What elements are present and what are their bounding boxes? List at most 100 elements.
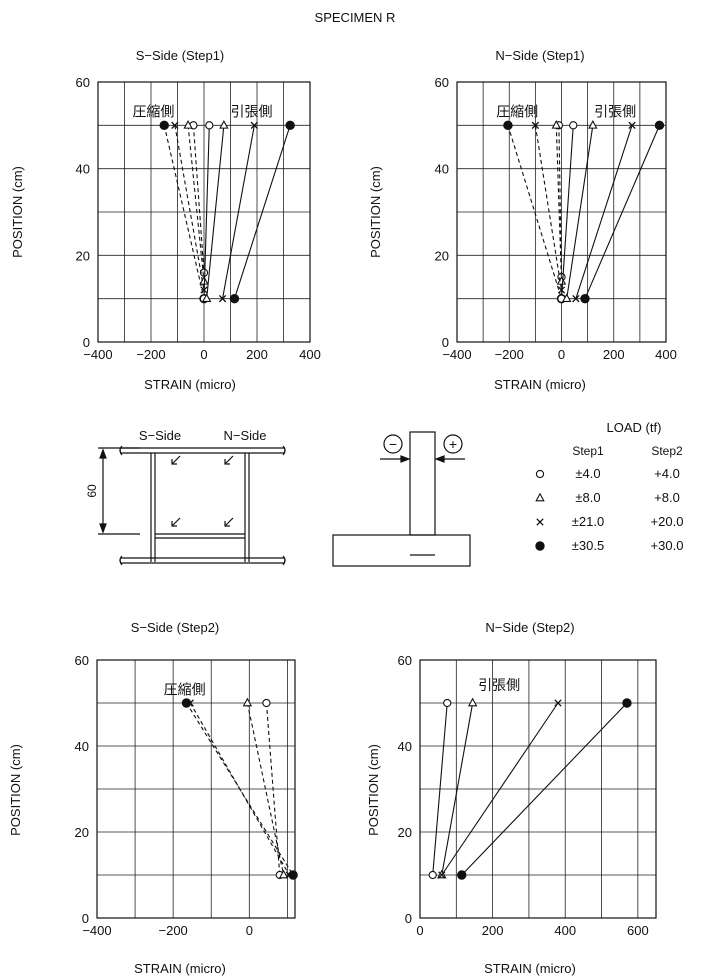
load-step1-value: ±8.0	[575, 490, 600, 505]
dimension-label: 60	[85, 484, 99, 498]
minus-symbol: −	[389, 436, 397, 452]
data-point	[171, 121, 179, 129]
x-tick-label: 400	[655, 347, 677, 362]
series-line	[233, 125, 291, 299]
y-tick-label: 40	[75, 739, 89, 754]
plus-symbol: +	[449, 436, 457, 452]
chart-title: N−Side (Step1)	[495, 48, 584, 63]
chart-n-side-step1: N−Side (Step1) STRAIN (micro) POSITION (…	[368, 48, 677, 392]
annotation-label: 圧縮側	[132, 104, 174, 120]
dimension-arrowhead	[99, 448, 107, 459]
y-tick-label: 60	[398, 653, 412, 668]
chart-n-side-step2: N−Side (Step2) STRAIN (micro) POSITION (…	[366, 620, 657, 976]
x-tick-label: 600	[627, 923, 649, 938]
series-line	[186, 702, 294, 876]
y-tick-label: 0	[83, 335, 90, 350]
y-tick-label: 20	[398, 825, 412, 840]
y-axis-label: POSITION (cm)	[10, 166, 25, 258]
load-step2-value: +20.0	[651, 514, 684, 529]
load-legend-marker	[536, 518, 544, 526]
annotation-label: 引張側	[594, 104, 636, 120]
annotation-label: 引張側	[478, 677, 520, 693]
x-tick-label: 200	[246, 347, 268, 362]
series-line	[441, 702, 474, 876]
n-side-label: N−Side	[224, 428, 267, 443]
series-line	[206, 125, 225, 299]
load-legend-marker	[535, 469, 545, 479]
data-point	[457, 870, 467, 880]
break-mark	[282, 445, 286, 456]
wall-section-schematic: − +	[332, 431, 471, 567]
strain-gauge-arrow	[171, 455, 181, 465]
break-mark	[119, 445, 123, 456]
series-line	[555, 125, 563, 282]
s-side-label: S−Side	[139, 428, 181, 443]
y-axis-label: POSITION (cm)	[366, 744, 381, 836]
x-tick-label: 0	[200, 347, 207, 362]
data-point	[572, 295, 580, 303]
data-point	[159, 120, 169, 131]
annotation-label: 圧縮側	[496, 104, 538, 120]
series-line	[163, 125, 205, 299]
x-tick-label: 400	[299, 347, 321, 362]
load-step1-value: ±30.5	[572, 538, 604, 553]
data-point	[250, 121, 259, 129]
wall-elevation-schematic: S−Side N−Side	[85, 428, 286, 566]
load-step1-value: ±4.0	[575, 466, 600, 481]
x-axis-label: STRAIN (micro)	[144, 377, 236, 392]
data-point	[531, 121, 540, 129]
load-arrowhead	[400, 455, 411, 463]
series-line	[575, 125, 633, 299]
chart-s-side-step2: S−Side (Step2) STRAIN (micro) POSITION (…	[8, 620, 298, 976]
y-tick-label: 0	[82, 911, 89, 926]
x-tick-label: 0	[558, 347, 565, 362]
figure-title: SPECIMEN R	[315, 10, 396, 25]
step2-header: Step2	[651, 444, 683, 458]
data-point	[622, 698, 632, 708]
data-point	[551, 119, 561, 129]
x-tick-label: 400	[554, 923, 576, 938]
chart-title: S−Side (Step2)	[131, 620, 220, 635]
series-line	[566, 125, 594, 299]
y-tick-label: 20	[435, 248, 449, 263]
data-point	[229, 293, 240, 304]
data-point	[219, 119, 229, 129]
series-line	[432, 702, 448, 876]
y-tick-label: 60	[75, 653, 89, 668]
series-line	[461, 702, 628, 876]
foundation	[332, 534, 471, 567]
load-legend-marker	[535, 492, 545, 502]
plot-frame	[419, 659, 657, 919]
data-point	[285, 120, 295, 131]
data-point	[262, 698, 271, 708]
data-point	[438, 871, 446, 879]
data-point	[628, 121, 636, 129]
data-point	[654, 120, 665, 131]
series-line	[265, 702, 281, 876]
plot-frame	[96, 659, 296, 919]
step1-header: Step1	[572, 444, 604, 458]
x-tick-label: −400	[442, 347, 471, 362]
y-tick-label: 20	[75, 825, 89, 840]
y-tick-label: 40	[435, 162, 449, 177]
data-point	[428, 870, 437, 880]
data-point	[201, 293, 212, 303]
data-point	[557, 286, 566, 294]
data-point	[580, 293, 590, 304]
y-tick-label: 60	[435, 75, 449, 90]
y-tick-label: 0	[442, 335, 449, 350]
data-point	[181, 698, 192, 708]
series-line	[203, 125, 210, 299]
break-mark	[119, 555, 123, 566]
data-point	[288, 870, 298, 880]
x-axis-label: STRAIN (micro)	[494, 377, 586, 392]
y-tick-label: 0	[405, 911, 412, 926]
strain-gauge-arrow	[224, 455, 234, 465]
load-arrowhead	[434, 455, 445, 463]
annotation-label: 圧縮側	[164, 681, 206, 697]
data-point	[588, 119, 598, 129]
load-step2-value: +30.0	[651, 538, 684, 553]
strain-gauge-arrow	[171, 517, 181, 527]
load-step2-value: +4.0	[654, 466, 680, 481]
